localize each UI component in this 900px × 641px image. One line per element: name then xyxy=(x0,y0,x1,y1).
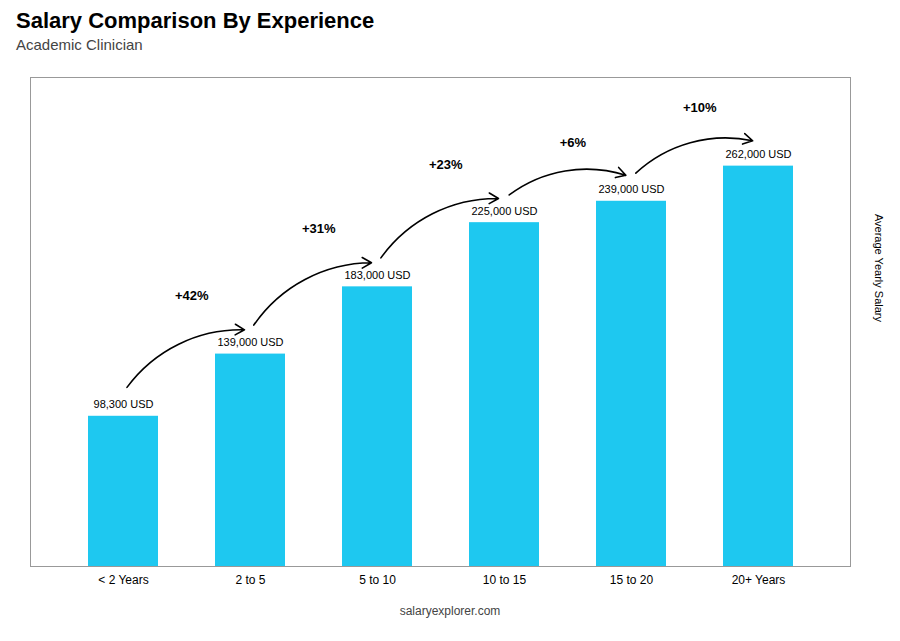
svg-text:98,300 USD: 98,300 USD xyxy=(94,398,154,410)
svg-text:+31%: +31% xyxy=(302,221,336,236)
svg-text:+42%: +42% xyxy=(175,288,209,303)
svg-text:Average Yearly Salary: Average Yearly Salary xyxy=(873,214,885,323)
svg-text:+6%: +6% xyxy=(560,135,587,150)
svg-text:< 2 Years: < 2 Years xyxy=(98,573,148,587)
html-text:Salary Comparison By Experienc: Salary Comparison By Experience xyxy=(16,8,375,33)
svg-text:225,000 USD: 225,000 USD xyxy=(471,205,537,217)
html-text:salaryexplorer.com: salaryexplorer.com xyxy=(399,604,501,618)
svg-text:2 to 5: 2 to 5 xyxy=(235,573,265,587)
svg-text:15 to 20: 15 to 20 xyxy=(610,573,654,587)
svg-text:139,000 USD: 139,000 USD xyxy=(217,336,283,348)
svg-text:183,000 USD: 183,000 USD xyxy=(344,269,410,281)
svg-text:+10%: +10% xyxy=(683,100,717,115)
svg-text:5 to 10: 5 to 10 xyxy=(359,573,396,587)
svg-text:262,000 USD: 262,000 USD xyxy=(725,148,791,160)
svg-text:10 to 15: 10 to 15 xyxy=(483,573,527,587)
svg-text:20+ Years: 20+ Years xyxy=(732,573,786,587)
svg-text:+23%: +23% xyxy=(429,157,463,172)
html-text:Academic Clinician: Academic Clinician xyxy=(16,36,143,53)
svg-text:239,000 USD: 239,000 USD xyxy=(598,183,664,195)
